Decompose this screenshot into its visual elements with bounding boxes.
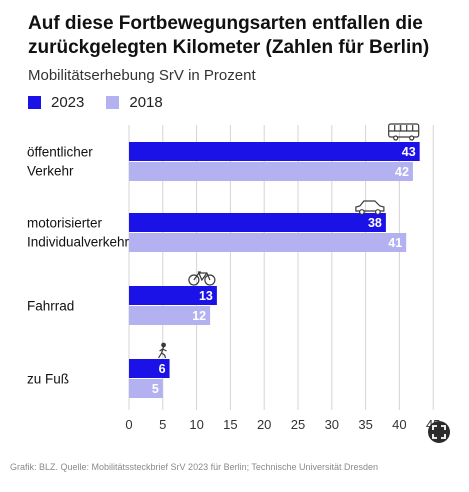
chart-title: Auf diese Fortbewegungsarten entfallen d…	[28, 13, 430, 58]
tick-label-5: 5	[159, 417, 166, 432]
legend-label-2018: 2018	[129, 94, 163, 111]
bar-2023-0	[129, 142, 420, 161]
bar-2018-2	[129, 306, 211, 325]
bar-label-2023-0: 43	[402, 145, 416, 159]
category-label-2-0: Fahrrad	[27, 299, 74, 314]
bar-label-2018-2: 12	[192, 309, 206, 323]
chart-subtitle: Mobilitätserhebung SrV in Prozent	[28, 67, 256, 84]
legend: 2023 2018	[28, 94, 185, 111]
tick-label-10: 10	[189, 417, 203, 432]
legend-item-2018: 2018	[106, 94, 163, 111]
bar-label-2023-2: 13	[199, 289, 213, 303]
category-label-1-1: Individualverkehr	[27, 235, 130, 250]
bar-2023-1	[129, 213, 386, 232]
car-icon	[355, 200, 385, 215]
bar-2023-3	[129, 359, 170, 378]
bar-2018-3	[129, 379, 163, 398]
pedestrian-icon	[158, 342, 167, 359]
bar-label-2023-1: 38	[368, 216, 382, 230]
tick-label-25: 25	[291, 417, 305, 432]
expand-button[interactable]	[428, 421, 450, 443]
legend-swatch-2018	[106, 96, 120, 109]
bar-2018-0	[129, 162, 413, 181]
category-label-0-0: öffentlicher	[27, 145, 93, 160]
source-note: Grafik: BLZ. Quelle: Mobilitätssteckbrie…	[10, 462, 378, 472]
bar-label-2018-0: 42	[395, 165, 409, 179]
bar-label-2018-3: 5	[152, 382, 159, 396]
category-label-3-0: zu Fuß	[27, 372, 69, 387]
legend-swatch-2023	[28, 96, 41, 109]
tick-label-30: 30	[325, 417, 339, 432]
bar-2018-1	[129, 233, 407, 252]
tick-label-20: 20	[257, 417, 271, 432]
tick-label-35: 35	[358, 417, 372, 432]
category-label-1-0: motorisierter	[27, 216, 103, 231]
tick-label-0: 0	[125, 417, 132, 432]
tick-label-40: 40	[392, 417, 406, 432]
legend-label-2023: 2023	[51, 94, 85, 111]
bar-2023-2	[129, 286, 217, 305]
bicycle-icon	[188, 271, 216, 286]
tick-label-15: 15	[223, 417, 237, 432]
bus-icon	[388, 123, 420, 141]
bar-label-2018-1: 41	[388, 236, 402, 250]
bar-label-2023-3: 6	[159, 362, 166, 376]
category-label-0-1: Verkehr	[27, 164, 74, 179]
legend-item-2023: 2023	[28, 94, 84, 111]
expand-icon	[432, 425, 446, 439]
